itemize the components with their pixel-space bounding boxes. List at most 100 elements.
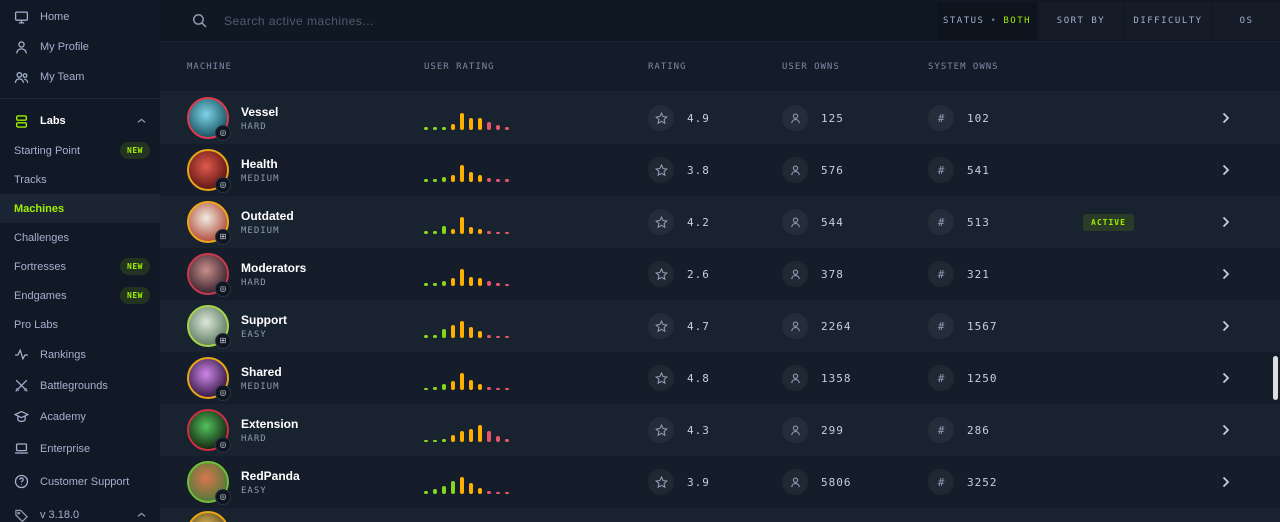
row-chevron-icon[interactable] [1222,372,1230,384]
rating-value: 4.2 [687,215,710,229]
user-owns-value: 1358 [821,371,852,385]
filter-label: SORT BY [1056,15,1106,26]
sidebar-item-fortresses[interactable]: Fortresses NEW [0,252,160,281]
machine-row[interactable]: ◎ Moderators HARD 2.6 378 # [160,248,1280,300]
os-filter-button[interactable]: OS [1213,1,1280,40]
system-owns-value: 541 [967,163,990,177]
machine-avatar: ⊞ [187,201,231,245]
sidebar-item-challenges[interactable]: Challenges [0,223,160,252]
user-owns-value: 299 [821,423,844,437]
rating-value: 3.9 [687,475,710,489]
machine-avatar: ◎ [187,357,231,401]
star-icon [648,105,674,131]
machine-difficulty: EASY [241,485,267,496]
hash-icon: # [928,365,954,391]
laptop-icon [15,443,28,454]
machine-row-partial[interactable] [160,508,1280,522]
sidebar-item-enterprise[interactable]: Enterprise [0,432,160,465]
machines-table: ◎ Vessel HARD 4.9 125 # [160,92,1280,508]
rating-value: 3.8 [687,163,710,177]
machine-difficulty: HARD [241,433,267,444]
status-filter-button[interactable]: STATUS • BOTH [937,1,1037,40]
machine-row[interactable]: ◎ Shared MEDIUM 4.8 1358 # [160,352,1280,404]
row-chevron-icon[interactable] [1222,476,1230,488]
user-owns-value: 576 [821,163,844,177]
machine-avatar: ◎ [187,461,231,505]
filter-dot: • [990,15,998,26]
tag-icon [15,509,28,522]
search-bar [160,13,937,28]
difficulty-filter-button[interactable]: DIFFICULTY [1125,1,1211,40]
machine-avatar: ◎ [187,97,231,141]
user-icon [16,40,27,53]
machine-row[interactable]: ◎ Extension HARD 4.3 299 # [160,404,1280,456]
sidebar-item-customer-support[interactable]: Customer Support [0,465,160,498]
column-header-system-owns: SYSTEM OWNS [928,61,999,72]
rating-value: 4.8 [687,371,710,385]
sidebar-item-labs[interactable]: Labs [0,106,160,136]
machine-row[interactable]: ◎ Health MEDIUM 3.8 576 # [160,144,1280,196]
star-icon [648,157,674,183]
sidebar-item-label: Machines [14,202,65,215]
sidebar-item-label: My Team [40,71,85,83]
os-badge-icon: ◎ [215,281,231,297]
sidebar-item-label: Home [40,11,70,23]
star-icon [648,417,674,443]
sidebar-item-home[interactable]: Home [0,2,160,32]
row-chevron-icon[interactable] [1222,424,1230,436]
row-chevron-icon[interactable] [1222,112,1230,124]
chevron-up-icon [137,118,146,123]
row-chevron-icon[interactable] [1222,268,1230,280]
machine-row[interactable]: ◎ Vessel HARD 4.9 125 # [160,92,1280,144]
user-rating-histogram [424,113,509,130]
sidebar-item-rankings[interactable]: Rankings [0,339,160,370]
row-chevron-icon[interactable] [1222,164,1230,176]
sidebar-item-machines[interactable]: Machines [0,194,160,223]
sidebar-item-academy[interactable]: Academy [0,401,160,432]
machine-name: RedPanda [241,468,300,483]
sidebar-item-label: Pro Labs [14,318,59,331]
hash-icon: # [928,105,954,131]
sidebar: Home My Profile My Team Labs Starting Po… [0,0,160,522]
scrollbar-thumb[interactable] [1273,356,1278,400]
machine-row[interactable]: ⊞ Support EASY 4.7 2264 # [160,300,1280,352]
user-owns-icon [782,313,808,339]
system-owns-value: 513 [967,215,990,229]
machine-row[interactable]: ◎ RedPanda EASY 3.9 5806 # [160,456,1280,508]
machine-row[interactable]: ⊞ Outdated MEDIUM 4.2 544 # [160,196,1280,248]
os-badge-icon: ◎ [215,177,231,193]
sidebar-item-my-profile[interactable]: My Profile [0,32,160,62]
machine-name: Extension [241,416,299,431]
user-owns-value: 125 [821,111,844,125]
help-circle-icon [14,474,29,489]
machine-difficulty: HARD [241,277,267,288]
sidebar-item-label: Enterprise [40,442,91,455]
system-owns-value: 321 [967,267,990,281]
column-header-rating: RATING [648,61,687,72]
sidebar-item-battlegrounds[interactable]: Battlegrounds [0,370,160,401]
rating-value: 2.6 [687,267,710,281]
row-chevron-icon[interactable] [1222,216,1230,228]
search-icon [192,13,207,28]
system-owns-value: 286 [967,423,990,437]
filter-buttons: STATUS • BOTH SORT BY DIFFICULTY OS [937,1,1280,40]
rating-value: 4.9 [687,111,710,125]
users-icon [14,71,29,83]
sidebar-item-my-team[interactable]: My Team [0,62,160,92]
machine-name: Health [241,156,278,171]
system-owns-value: 1567 [967,319,998,333]
sidebar-item-label: Labs [40,115,66,127]
star-icon [648,469,674,495]
sort-by-button[interactable]: SORT BY [1039,1,1123,40]
sidebar-item-tracks[interactable]: Tracks [0,165,160,194]
version-selector[interactable]: v 3.18.0 [0,500,160,522]
user-owns-value: 544 [821,215,844,229]
sidebar-item-pro-labs[interactable]: Pro Labs [0,310,160,339]
crossed-swords-icon [15,379,28,392]
sidebar-item-endgames[interactable]: Endgames NEW [0,281,160,310]
sidebar-item-starting-point[interactable]: Starting Point NEW [0,136,160,165]
row-chevron-icon[interactable] [1222,320,1230,332]
search-input[interactable] [224,13,544,28]
new-badge: NEW [120,287,150,304]
